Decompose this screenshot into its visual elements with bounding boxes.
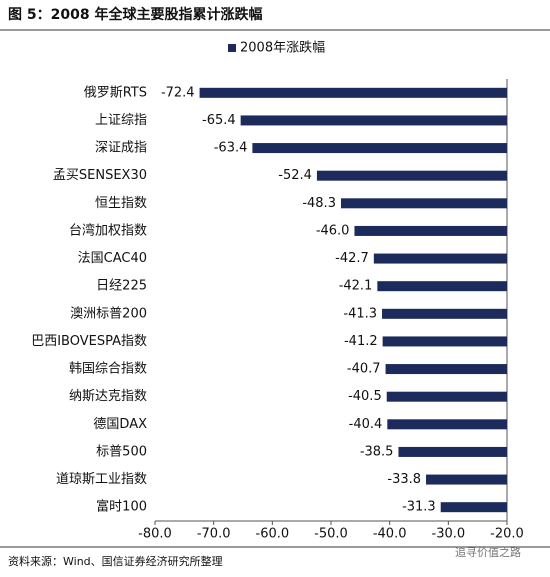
y-tick-label: 巴西IBOVESPA指数 [31,334,147,349]
bar [377,281,507,292]
bar [386,391,507,402]
chart-title: 图 5：2008 年全球主要股指累计涨跌幅 [8,6,262,23]
value-label: -42.1 [339,279,373,294]
value-label: -41.3 [343,306,377,321]
watermark: 追寻价值之路 [455,545,521,559]
y-tick-label: 道琼斯工业指数 [56,472,147,487]
value-label: -48.3 [302,196,336,211]
y-tick-label: 深证成指 [95,141,147,156]
bar [340,198,507,209]
bar [373,253,507,264]
y-tick-label: 俄罗斯RTS [84,85,147,100]
x-tick-label: -20.0 [490,527,524,542]
value-label: -40.5 [348,389,382,404]
bar [354,225,507,236]
bar [398,446,507,457]
y-tick-label: 上证综指 [95,113,147,128]
bar [440,502,507,513]
value-label: -40.7 [347,362,381,377]
y-tick-label: 日经225 [96,279,147,294]
y-tick-label: 澳洲标普200 [70,305,147,321]
y-tick-label: 恒生指数 [95,196,147,211]
bar [252,143,507,154]
y-tick-label: 韩国综合指数 [69,362,147,377]
bar [426,474,507,485]
bar [382,308,507,319]
value-label: -63.4 [214,141,248,156]
x-tick-label: -40.0 [373,527,407,542]
y-tick-label: 纳斯达克指数 [69,389,147,404]
y-tick-label: 台湾加权指数 [69,222,147,238]
value-label: -72.4 [161,85,195,100]
x-tick-label: -60.0 [256,527,290,542]
value-label: -31.3 [402,500,436,515]
value-label: -46.0 [316,223,350,238]
value-label: -41.2 [344,334,378,349]
y-tick-label: 富时100 [96,499,147,515]
bar [385,364,507,375]
value-label: -52.4 [278,168,312,183]
x-tick-label: -30.0 [432,527,466,542]
value-label: -33.8 [387,472,421,487]
value-label: -65.4 [202,113,236,128]
x-tick-label: -80.0 [138,527,172,542]
value-label: -42.7 [335,251,369,266]
legend-label: 2008年涨跌幅 [240,40,325,56]
y-tick-label: 标普500 [96,444,147,459]
bar [240,115,508,126]
legend-swatch [228,44,236,52]
value-label: -38.5 [360,444,394,459]
bar [316,170,507,181]
bar [199,87,507,98]
source: 资料来源：Wind、国信证券经济研究所整理 [8,554,223,568]
y-tick-label: 德国DAX [93,417,147,432]
x-tick-label: -70.0 [197,527,231,542]
y-tick-label: 法国CAC40 [78,251,147,266]
y-tick-label: 孟买SENSEX30 [53,168,147,183]
bar [382,336,507,347]
bar [387,419,507,430]
value-label: -40.4 [349,417,383,432]
x-tick-label: -50.0 [314,527,348,542]
